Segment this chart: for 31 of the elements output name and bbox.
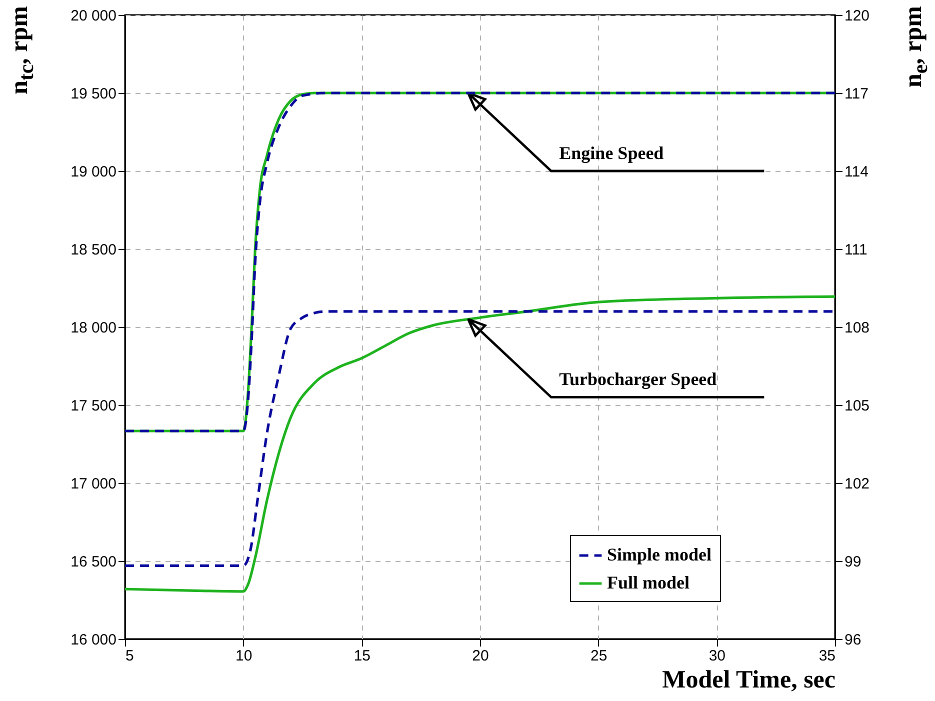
- y2-tick-label: 117: [844, 86, 868, 102]
- x-tick-label: 35: [818, 648, 836, 664]
- x-tick-label: 20: [472, 648, 489, 664]
- y-tick-label: 18 000: [70, 320, 116, 336]
- line-series: [124, 92, 836, 432]
- y2-tick-label: 102: [844, 476, 870, 492]
- x-tick-label: 30: [708, 648, 726, 664]
- y2-tick-label: 111: [844, 242, 868, 258]
- x-tick-label: 15: [354, 648, 371, 664]
- annotation: Turbocharger Speed: [559, 369, 717, 390]
- y-tick-label: 18 500: [70, 242, 116, 258]
- y-tick-label: 20 000: [70, 8, 116, 24]
- legend-label: Full model: [607, 572, 690, 592]
- y2-tick-label: 120: [844, 8, 870, 24]
- y2-tick-label: 114: [844, 164, 868, 180]
- y2-tick-label: 96: [844, 632, 862, 648]
- y-tick-label: 16 000: [70, 632, 116, 648]
- y-tick-label: 16 500: [70, 554, 116, 570]
- legend-label: Simple model: [607, 544, 712, 564]
- annotation: Engine Speed: [559, 143, 664, 163]
- y2-tick-label: 99: [844, 554, 862, 570]
- y2-tick-label: 105: [844, 398, 870, 414]
- y-tick-label: 17 000: [70, 476, 116, 492]
- x-tick-label: 25: [590, 648, 608, 664]
- x-tick-label: 5: [126, 648, 134, 664]
- y2-tick-label: 108: [844, 320, 870, 336]
- y-tick-label: 17 500: [70, 398, 116, 414]
- y-tick-label: 19 000: [70, 164, 116, 180]
- x-axis-title: Model Time, sec: [662, 666, 836, 694]
- x-tick-label: 10: [235, 648, 252, 664]
- y-tick-label: 19 500: [70, 86, 116, 102]
